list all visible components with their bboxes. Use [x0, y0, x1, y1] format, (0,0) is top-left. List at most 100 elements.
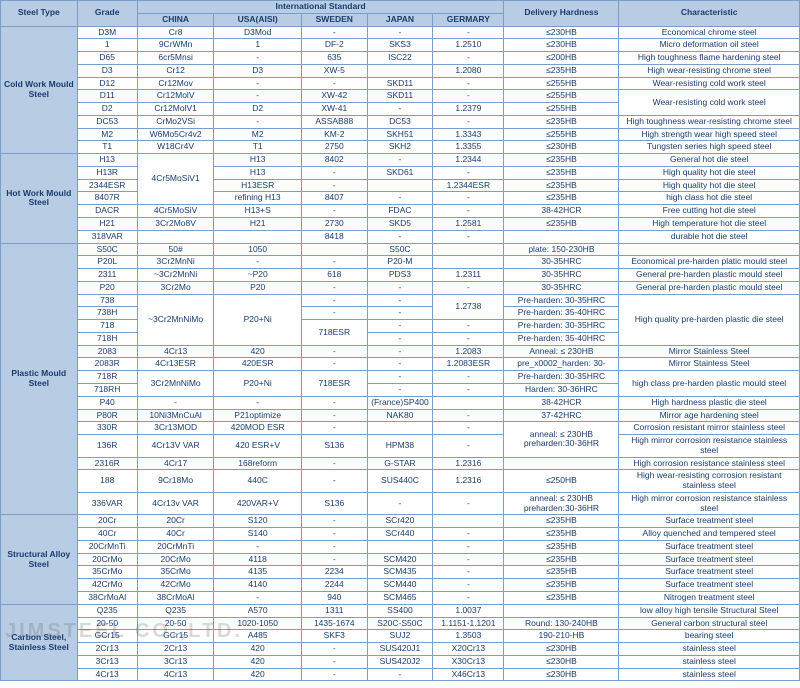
- data-cell: 718ESR: [301, 371, 367, 397]
- data-cell: 1050: [214, 243, 302, 256]
- data-cell: High toughness flame hardening steel: [619, 52, 800, 65]
- steel-type-cell: Structural Alloy Steel: [1, 515, 78, 604]
- table-row: D11Cr12MolV-XW-42SKD11-≤255HBWear-resist…: [1, 90, 800, 103]
- data-cell: 3Cr2Mo: [137, 281, 214, 294]
- data-cell: SKS3: [367, 39, 433, 52]
- grade-cell: H13R: [77, 166, 137, 179]
- data-cell: ≤235HB: [504, 515, 619, 528]
- data-cell: -: [301, 515, 367, 528]
- data-cell: 8402: [301, 154, 367, 167]
- data-cell: 20CrMo: [137, 553, 214, 566]
- data-cell: [214, 230, 302, 243]
- data-cell: -: [433, 192, 504, 205]
- grade-cell: S50C: [77, 243, 137, 256]
- table-row: 718R3Cr2MnNiMoP20+Ni718ESR--Pre-harden: …: [1, 371, 800, 384]
- data-cell: Harden: 30-36HRC: [504, 383, 619, 396]
- hdr-delivery: Delivery Hardness: [504, 1, 619, 27]
- data-cell: Alloy quenched and tempered steel: [619, 528, 800, 541]
- data-cell: 2244: [301, 579, 367, 592]
- data-cell: ≤235HB: [504, 553, 619, 566]
- steel-type-cell: Carbon Steel, Stainless Steel: [1, 604, 78, 681]
- data-cell: 4Cr13: [137, 345, 214, 358]
- data-cell: 2730: [301, 218, 367, 231]
- data-cell: 38-42HCR: [504, 396, 619, 409]
- data-cell: ≤235HB: [504, 179, 619, 192]
- data-cell: Surface treatment steel: [619, 553, 800, 566]
- data-cell: Cr12Mov: [137, 77, 214, 90]
- hdr-china: CHINA: [137, 13, 214, 26]
- data-cell: General carbon structural steel: [619, 617, 800, 630]
- data-cell: -: [367, 332, 433, 345]
- data-cell: 20Cr: [137, 515, 214, 528]
- data-cell: 1.2083ESR: [433, 358, 504, 371]
- table-row: P80R10Ni3MnCuAlP21optimize-NAK80-37-42HR…: [1, 409, 800, 422]
- data-cell: pre_x0002_harden: 30-: [504, 358, 619, 371]
- grade-cell: P80R: [77, 409, 137, 422]
- data-cell: P20-M: [367, 256, 433, 269]
- data-cell: ISC22: [367, 52, 433, 65]
- data-cell: -: [301, 26, 367, 39]
- data-cell: -: [367, 230, 433, 243]
- data-cell: 1.3343: [433, 128, 504, 141]
- data-cell: -: [301, 179, 367, 192]
- data-cell: bearing steel: [619, 630, 800, 643]
- data-cell: -: [433, 332, 504, 345]
- table-row: D12Cr12Mov--SKD11-≤255HBWear-resisting c…: [1, 77, 800, 90]
- table-row: 1889Cr18Mo440C-SUS440C1.2316≤250HBHigh w…: [1, 470, 800, 493]
- data-cell: [433, 515, 504, 528]
- grade-cell: 1: [77, 39, 137, 52]
- data-cell: 30-35HRC: [504, 281, 619, 294]
- table-row: D3Cr12D3XW-51.2080≤235HBHigh wear-resist…: [1, 64, 800, 77]
- data-cell: -: [214, 256, 302, 269]
- table-row: Cold Work Mould SteelD3MCr8D3Mod---≤230H…: [1, 26, 800, 39]
- data-cell: 4135: [214, 566, 302, 579]
- data-cell: -: [301, 205, 367, 218]
- data-cell: A485: [214, 630, 302, 643]
- data-cell: -: [367, 320, 433, 333]
- data-cell: Economical chrome steel: [619, 26, 800, 39]
- table-row: Carbon Steel, Stainless SteelQ235Q235A57…: [1, 604, 800, 617]
- data-cell: Nitrogen treatment steel: [619, 591, 800, 604]
- data-cell: Surface treatment steel: [619, 515, 800, 528]
- table-row: 20-5020-501020-10501435-1674S20C-S50C1.1…: [1, 617, 800, 630]
- data-cell: FDAC: [367, 205, 433, 218]
- data-cell: -: [433, 77, 504, 90]
- table-row: 2083R4Cr13ESR420ESR--1.2083ESRpre_x0002_…: [1, 358, 800, 371]
- data-cell: ≤235HB: [504, 218, 619, 231]
- data-cell: 6cr5Mnsi: [137, 52, 214, 65]
- table-body: Cold Work Mould SteelD3MCr8D3Mod---≤230H…: [1, 26, 800, 681]
- data-cell: 8407: [301, 192, 367, 205]
- grade-cell: 2344ESR: [77, 179, 137, 192]
- table-row: 2Cr132Cr13420-SUS420J1X20Cr13≤230HBstain…: [1, 643, 800, 656]
- table-row: 20834Cr13420--1.2083Anneal: ≤ 230HBMirro…: [1, 345, 800, 358]
- data-cell: P20+Ni: [214, 294, 302, 345]
- data-cell: SKD61: [367, 166, 433, 179]
- data-cell: Tungsten series high speed steel: [619, 141, 800, 154]
- data-cell: ≤235HB: [504, 540, 619, 553]
- grade-cell: 2Cr13: [77, 643, 137, 656]
- data-cell: X46Cr13: [433, 668, 504, 681]
- data-cell: anneal: ≤ 230HB preharden:30-36HR: [504, 422, 619, 457]
- data-cell: NAK80: [367, 409, 433, 422]
- data-cell: Mirror Stainless Steel: [619, 358, 800, 371]
- data-cell: -: [301, 655, 367, 668]
- data-cell: SUS440C: [367, 470, 433, 493]
- data-cell: stainless steel: [619, 643, 800, 656]
- data-cell: 420MOD ESR: [214, 422, 302, 435]
- data-cell: -: [433, 540, 504, 553]
- grade-cell: 38CrMoAl: [77, 591, 137, 604]
- data-cell: 40Cr: [137, 528, 214, 541]
- data-cell: 3Cr2Mo8V: [137, 218, 214, 231]
- data-cell: High temperature hot die steel: [619, 218, 800, 231]
- data-cell: 1435-1674: [301, 617, 367, 630]
- data-cell: -: [433, 320, 504, 333]
- data-cell: -: [301, 281, 367, 294]
- data-cell: -: [301, 256, 367, 269]
- table-row: 4Cr134Cr13420--X46Cr13≤230HBstainless st…: [1, 668, 800, 681]
- data-cell: -: [214, 591, 302, 604]
- data-cell: [433, 243, 504, 256]
- grade-cell: 20CrMo: [77, 553, 137, 566]
- data-cell: 4Cr13V VAR: [137, 435, 214, 458]
- data-cell: -: [433, 435, 504, 458]
- data-cell: ≤235HB: [504, 579, 619, 592]
